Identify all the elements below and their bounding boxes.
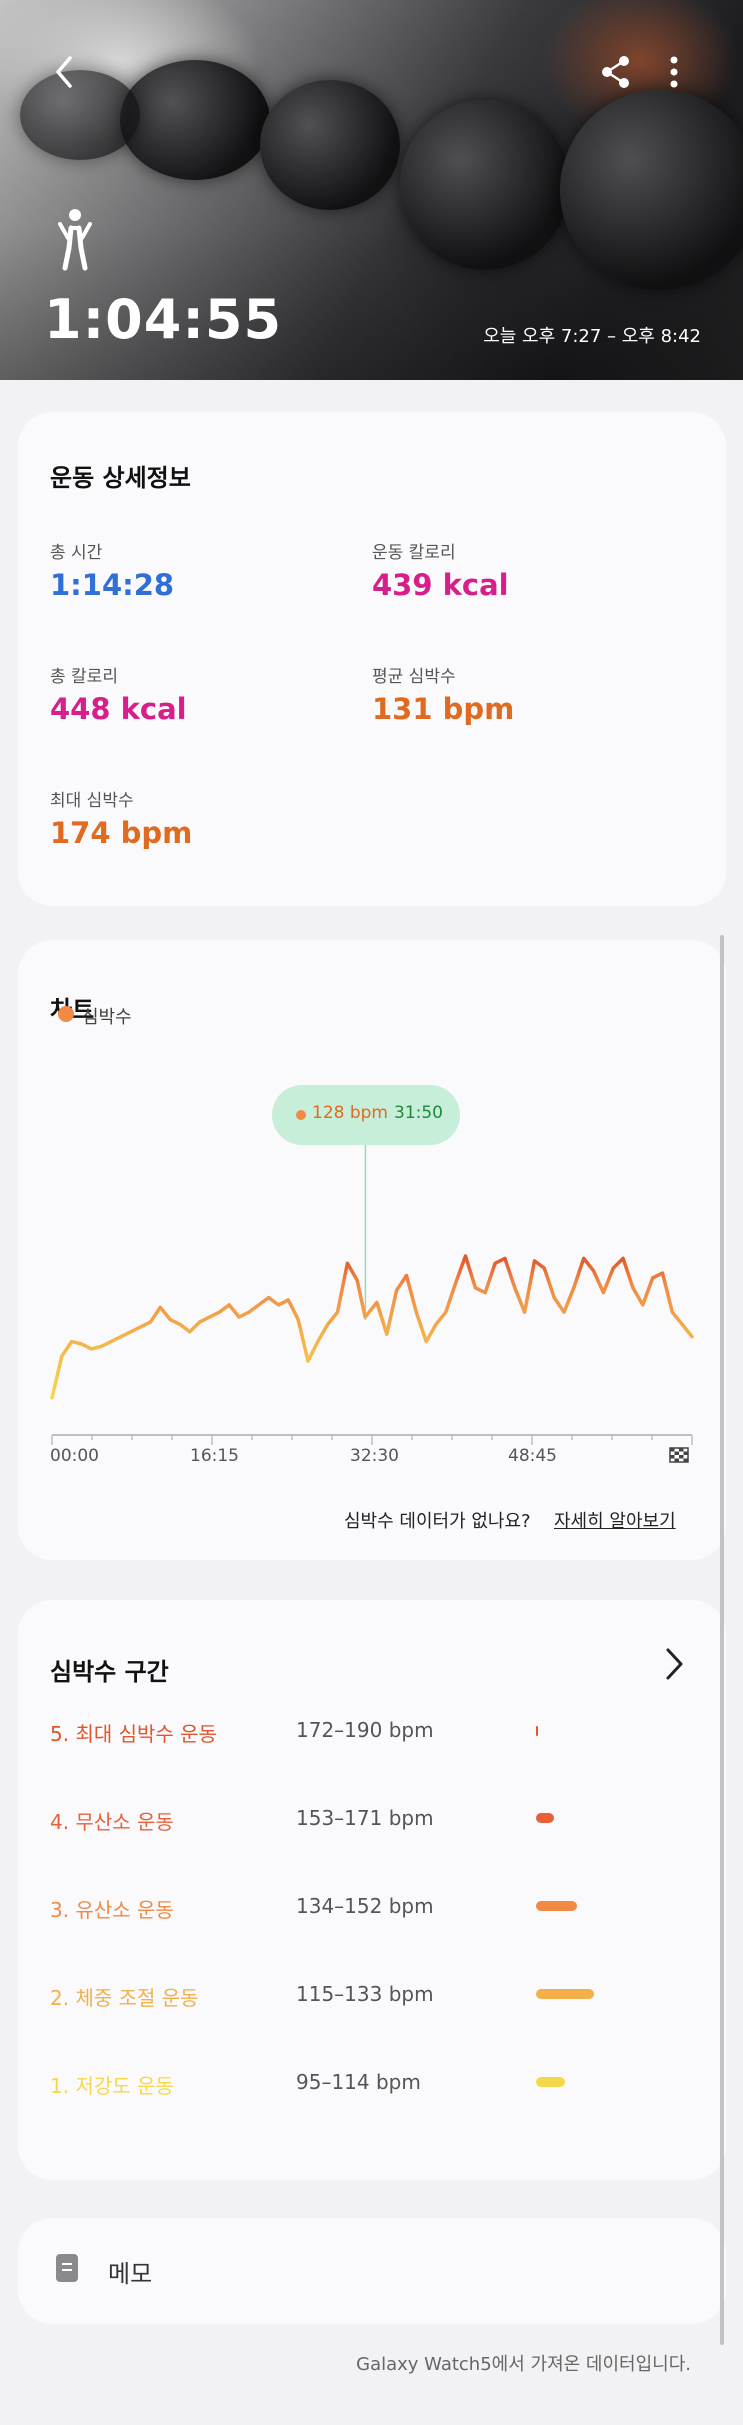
workout-details-card: 운동 상세정보 총 시간 1:14:28 운동 칼로리 439 kcal 총 칼… xyxy=(18,412,726,906)
stat-label-total-calories: 총 칼로리 xyxy=(50,667,118,687)
stat-value-avg-heart-rate: 131 bpm xyxy=(372,692,515,726)
x-tick-label: 32:30 xyxy=(350,1446,399,1466)
legend-heart-rate-dot xyxy=(58,1006,74,1022)
zone-range-2: 115–133 bpm xyxy=(296,1982,434,2006)
more-options-button[interactable] xyxy=(660,52,688,92)
stat-label-max-heart-rate: 최대 심박수 xyxy=(50,791,134,811)
workout-duration: 1:04:55 xyxy=(44,288,283,351)
workout-hero-banner: 1:04:55 오늘 오후 7:27 – 오후 8:42 xyxy=(0,0,743,380)
legend-heart-rate-label: 심박수 xyxy=(82,1007,132,1028)
zone-bar-5 xyxy=(536,1726,538,1736)
back-chevron-icon xyxy=(56,56,72,88)
stat-label-total-time: 총 시간 xyxy=(50,543,103,563)
chart-tooltip: 128 bpm 31:50 xyxy=(272,1085,460,1145)
zone-name-4: 4. 무산소 운동 xyxy=(50,1810,174,1834)
x-tick-label: 00:00 xyxy=(50,1446,99,1466)
tooltip-dot xyxy=(296,1110,306,1120)
zone-name-1: 1. 저강도 운동 xyxy=(50,2074,174,2098)
heart-rate-line-chart[interactable] xyxy=(18,940,726,1560)
zone-bar-1 xyxy=(536,2077,565,2087)
checkered-flag-icon xyxy=(669,1447,689,1463)
stat-value-total-time: 1:14:28 xyxy=(50,568,175,602)
zone-name-3: 3. 유산소 운동 xyxy=(50,1898,174,1922)
stat-value-active-calories: 439 kcal xyxy=(372,568,509,602)
zone-range-4: 153–171 bpm xyxy=(296,1806,434,1830)
chevron-right-icon[interactable] xyxy=(662,1646,686,1682)
zone-name-2: 2. 체중 조절 운동 xyxy=(50,1986,199,2010)
zone-bar-2 xyxy=(536,1989,594,1999)
memo-label: 메모 xyxy=(108,2260,153,2288)
tooltip-bpm: 128 bpm xyxy=(312,1103,388,1123)
heart-rate-series-line xyxy=(50,1254,694,1400)
x-tick-label: 16:15 xyxy=(190,1446,239,1466)
heart-rate-zones-card: 심박수 구간 5. 최대 심박수 운동 172–190 bpm 4. 무산소 운… xyxy=(18,1600,726,2180)
dumbbell-image xyxy=(400,100,570,270)
walking-person-icon xyxy=(58,209,92,271)
dumbbell-image xyxy=(20,70,140,160)
learn-more-link[interactable]: 자세히 알아보기 xyxy=(554,1511,676,1532)
no-data-text: 심박수 데이터가 없나요? xyxy=(344,1511,531,1532)
note-icon xyxy=(56,2254,78,2282)
share-button[interactable] xyxy=(598,52,634,92)
zone-name-5: 5. 최대 심박수 운동 xyxy=(50,1722,217,1746)
dumbbell-image xyxy=(260,80,400,210)
stat-value-total-calories: 448 kcal xyxy=(50,692,187,726)
heart-rate-chart-card: 차트 심박수 128 bpm 31:50 00:00 16:15 32: xyxy=(18,940,726,1560)
stat-label-avg-heart-rate: 평균 심박수 xyxy=(372,667,456,687)
more-vertical-icon xyxy=(670,56,678,88)
zone-bar-3 xyxy=(536,1901,577,1911)
zones-title: 심박수 구간 xyxy=(50,1658,169,1686)
tooltip-time: 31:50 xyxy=(394,1103,443,1123)
dumbbell-image xyxy=(560,90,743,290)
stat-value-max-heart-rate: 174 bpm xyxy=(50,816,193,850)
dumbbell-image xyxy=(120,60,270,180)
x-axis-ticks xyxy=(51,1435,693,1445)
zone-range-3: 134–152 bpm xyxy=(296,1894,434,1918)
zone-range-1: 95–114 bpm xyxy=(296,2070,421,2094)
details-title: 운동 상세정보 xyxy=(50,464,191,492)
stat-label-active-calories: 운동 칼로리 xyxy=(372,543,456,563)
x-tick-label: 48:45 xyxy=(508,1446,557,1466)
workout-time-range: 오늘 오후 7:27 – 오후 8:42 xyxy=(483,326,701,347)
scrollbar[interactable] xyxy=(720,935,724,2345)
share-icon xyxy=(602,56,629,88)
zone-range-5: 172–190 bpm xyxy=(296,1718,434,1742)
data-source-text: Galaxy Watch5에서 가져온 데이터입니다. xyxy=(356,2354,691,2375)
zone-bar-4 xyxy=(536,1813,554,1823)
back-button[interactable] xyxy=(46,52,82,92)
memo-card[interactable]: 메모 xyxy=(18,2218,726,2324)
